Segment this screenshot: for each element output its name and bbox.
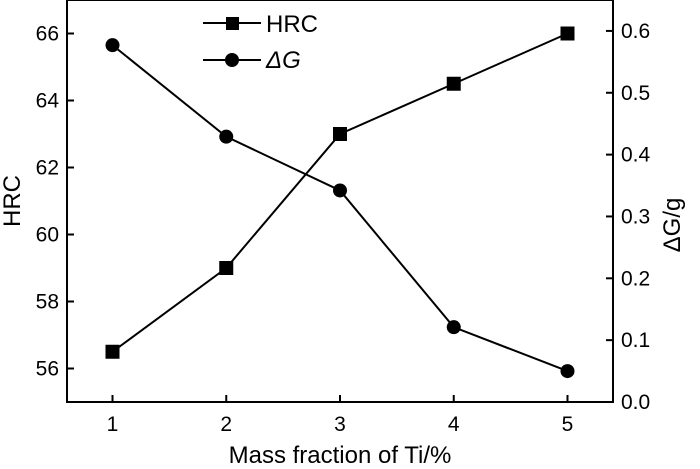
right-y-tick-label: 0.2 (621, 267, 650, 290)
series-hrc-point (446, 76, 461, 91)
series-hrc-point (560, 26, 575, 41)
series-hrc-point (333, 127, 347, 141)
x-axis-ticks: 1 2 3 4 5 (107, 395, 574, 436)
x-tick-label: 2 (220, 413, 232, 436)
x-tick-label: 5 (562, 413, 574, 436)
legend-dg-label: ΔG (265, 47, 301, 74)
right-y-tick-label: 0.4 (621, 144, 651, 167)
right-y-axis-label: ΔG/g (659, 198, 686, 253)
left-y-tick-label: 66 (36, 23, 59, 46)
x-tick-label: 4 (448, 413, 460, 436)
series-dg-point (219, 129, 234, 144)
legend: HRC ΔG (203, 11, 318, 74)
x-tick-label: 1 (107, 413, 119, 436)
left-y-tick-label: 62 (36, 157, 59, 180)
left-y-tick-label: 58 (36, 291, 59, 314)
right-y-tick-label: 0.5 (621, 82, 650, 105)
right-y-tick-label: 0.3 (621, 205, 650, 228)
legend-dg-marker (225, 53, 239, 67)
series-dg-point (333, 183, 347, 198)
series-dg-point (446, 320, 461, 335)
x-axis-label: Mass fraction of Ti/% (229, 442, 452, 469)
right-y-axis-ticks: 0.0 0.1 0.2 0.3 0.4 0.5 0.6 (606, 20, 651, 414)
left-y-tick-label: 60 (36, 224, 59, 247)
right-y-tick-label: 0.6 (621, 20, 650, 43)
left-y-tick-label: 64 (36, 90, 60, 113)
series-hrc-point (219, 261, 234, 275)
legend-hrc-label: HRC (266, 11, 318, 38)
left-y-axis-label: HRC (0, 175, 26, 227)
series-dg-point (560, 364, 575, 379)
right-y-tick-label: 0.1 (621, 329, 650, 352)
series-dg-line (111, 44, 568, 373)
left-y-axis-ticks: 56 58 60 62 64 66 (36, 23, 74, 381)
x-tick-label: 3 (334, 413, 346, 436)
right-y-axis-label-text: ΔG/g (659, 198, 686, 253)
series-layer (105, 26, 575, 379)
series-dg-point (105, 38, 120, 53)
left-y-tick-label: 56 (36, 358, 59, 381)
series-hrc-point (105, 344, 120, 359)
legend-hrc-marker (226, 17, 239, 30)
plot-frame (66, 0, 614, 403)
right-y-tick-label: 0.0 (621, 391, 650, 414)
